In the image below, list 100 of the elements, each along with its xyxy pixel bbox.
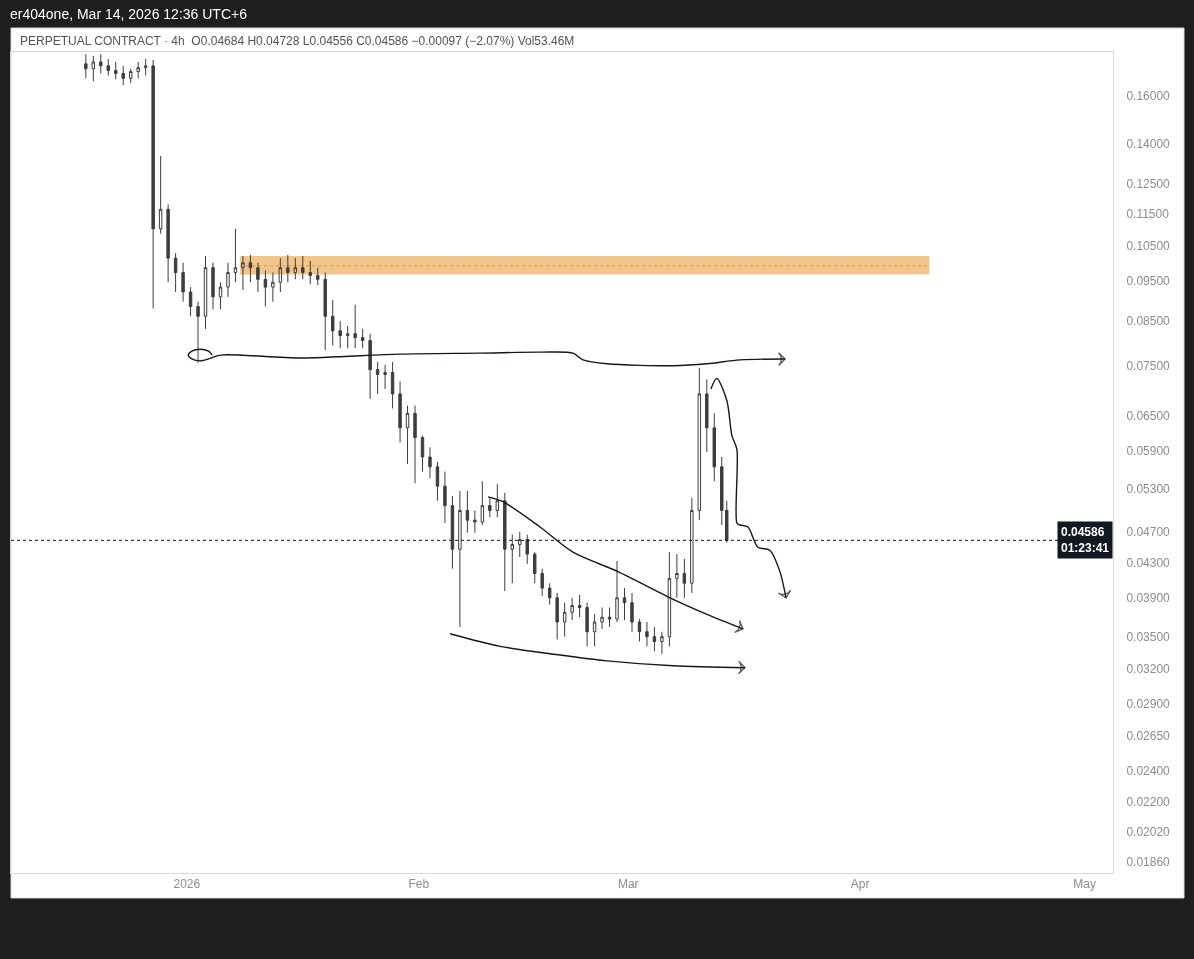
y-tick-label: 0.14000 xyxy=(1126,136,1171,151)
candlestick xyxy=(114,61,118,80)
candlestick xyxy=(360,328,365,349)
y-tick-label: 0.03900 xyxy=(1126,591,1171,606)
candlestick xyxy=(555,592,559,641)
candlestick xyxy=(316,267,320,286)
candlestick xyxy=(525,534,529,565)
ref-line-label: 0.04586 01:23:41 xyxy=(1061,525,1110,555)
candlestick xyxy=(622,587,627,621)
candlestick xyxy=(99,53,103,74)
y-tick-label: 0.04700 xyxy=(1126,524,1171,539)
y-tick-label: 0.02020 xyxy=(1126,825,1171,840)
candlestick xyxy=(443,471,447,524)
candlestick xyxy=(338,320,342,349)
candlestick xyxy=(510,534,514,584)
candlestick xyxy=(637,618,642,642)
candlestick xyxy=(562,602,567,638)
y-tick-label: 0.16000 xyxy=(1126,89,1171,104)
y-tick-label: 0.02200 xyxy=(1126,794,1171,809)
candlestick xyxy=(256,262,260,293)
candlestick xyxy=(435,461,440,502)
candlestick xyxy=(375,361,380,395)
x-tick-label: Mar xyxy=(617,877,639,892)
candlestick xyxy=(248,254,253,283)
y-tick-label: 0.10500 xyxy=(1126,238,1171,253)
candlestick xyxy=(188,286,193,317)
y-tick-label: 0.03500 xyxy=(1126,629,1171,644)
candlestick xyxy=(233,228,238,283)
candlestick xyxy=(278,257,283,293)
candlestick xyxy=(420,435,425,473)
candlestick xyxy=(533,551,537,584)
y-tick-label: 0.06500 xyxy=(1126,409,1171,424)
candlestick xyxy=(143,58,148,77)
candlestick xyxy=(652,626,657,652)
candlestick xyxy=(465,490,470,534)
candlestick xyxy=(211,262,215,310)
candlestick xyxy=(226,262,230,298)
candlestick xyxy=(286,254,290,283)
x-tick-label: Apr xyxy=(850,877,870,892)
y-tick-label: 0.07500 xyxy=(1126,358,1171,373)
candlestick xyxy=(645,621,649,647)
candlestick xyxy=(91,55,96,82)
candlestick xyxy=(660,631,664,655)
x-tick-label: Feb xyxy=(408,877,430,892)
y-tick-label: 0.09500 xyxy=(1126,274,1171,289)
candlestick xyxy=(353,304,357,349)
candlestick xyxy=(271,272,275,303)
candlestick xyxy=(323,272,327,351)
candlestick xyxy=(675,553,679,599)
candlestick xyxy=(203,255,208,330)
candlestick xyxy=(600,607,604,630)
candlestick xyxy=(592,613,597,647)
candlestick xyxy=(540,568,544,597)
candlestick xyxy=(480,480,485,526)
x-tick-label: May xyxy=(1073,877,1096,892)
candlestick xyxy=(301,255,305,280)
candlestick xyxy=(413,405,417,484)
y-tick-label: 0.11500 xyxy=(1126,206,1170,221)
candlestick xyxy=(405,405,410,465)
candlestick xyxy=(121,65,125,86)
y-tick-label: 0.08500 xyxy=(1126,314,1171,329)
x-tick-label: 2026 xyxy=(173,877,201,892)
candlestick xyxy=(345,325,350,349)
y-tick-label: 0.05900 xyxy=(1126,443,1171,458)
chart-title: er404one, Mar 14, 2026 12:36 UTC+6 xyxy=(10,5,248,22)
candlestick xyxy=(398,380,402,443)
candlestick xyxy=(84,53,88,79)
candlestick xyxy=(293,257,298,280)
candlestick xyxy=(697,367,702,521)
candlestick xyxy=(690,497,694,594)
candlestick xyxy=(607,607,612,628)
candlestick xyxy=(383,364,387,390)
candlestick xyxy=(368,333,372,400)
candlestick xyxy=(136,61,140,79)
line-series xyxy=(187,348,786,367)
candlestick xyxy=(630,592,634,633)
y-tick-label: 0.01860 xyxy=(1126,854,1171,869)
candlestick xyxy=(547,582,552,606)
y-tick-label: 0.04300 xyxy=(1126,556,1171,571)
candlestick xyxy=(128,68,133,84)
candlestick xyxy=(263,270,268,308)
y-tick-label: 0.02400 xyxy=(1126,763,1171,778)
candlestick xyxy=(458,490,462,628)
candlestick xyxy=(390,361,395,409)
candlestick xyxy=(166,203,170,283)
candlestick xyxy=(518,531,522,558)
candlestick xyxy=(106,58,110,77)
chart-subtitle: PERPETUAL CONTRACT · 4h O0.04684 H0.04728 L0.04556 C0.04586 −0.00097 (−2.07%) Vol53.46M xyxy=(20,34,575,48)
candlestick xyxy=(158,155,163,235)
candlestick xyxy=(712,412,717,482)
y-tick-label: 0.03200 xyxy=(1126,661,1171,676)
candlestick xyxy=(577,594,582,618)
candlestick xyxy=(473,509,477,534)
candlestick xyxy=(450,495,455,570)
candlestick xyxy=(151,59,155,309)
candlestick xyxy=(173,252,178,293)
candlestick xyxy=(705,378,709,453)
candlestick xyxy=(241,255,245,291)
y-tick-label: 0.05300 xyxy=(1126,482,1171,497)
candlestick xyxy=(218,281,223,310)
